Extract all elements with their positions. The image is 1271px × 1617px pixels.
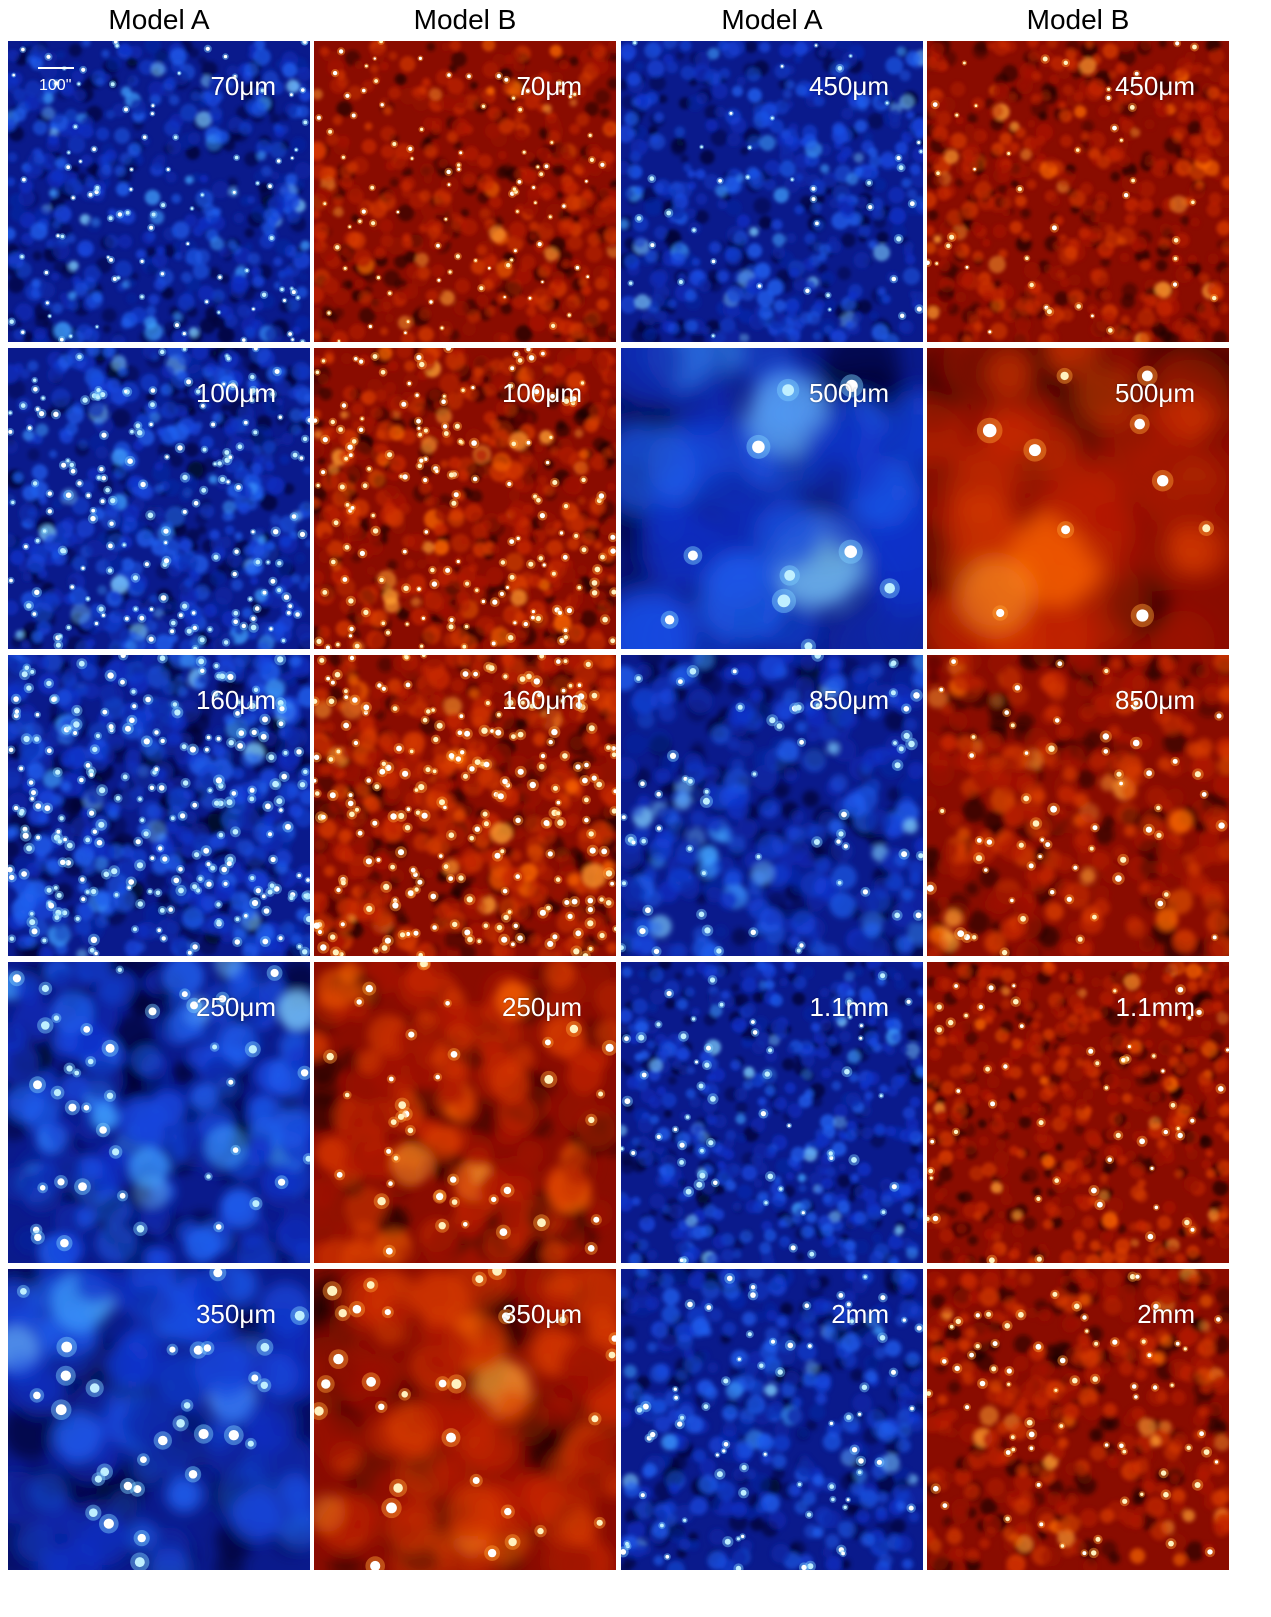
sky-map-image (621, 962, 923, 1263)
band-label: 450μm (1114, 71, 1195, 101)
sky-map-image (314, 655, 616, 956)
band-label: 250μm (501, 992, 582, 1022)
sky-map-image (927, 962, 1229, 1263)
scale-bar (38, 67, 74, 69)
band-label: 100μm (195, 378, 276, 408)
sky-map-panel: 2mm (621, 1269, 923, 1570)
band-label: 350μm (501, 1299, 582, 1329)
sky-map-image (8, 1269, 310, 1570)
sky-map-image (621, 655, 923, 956)
band-label: 160μm (195, 685, 276, 715)
sky-map-image (927, 348, 1229, 649)
band-label: 70μm (516, 71, 582, 101)
band-label: 850μm (808, 685, 889, 715)
sky-map-panel: 1.1mm (621, 962, 923, 1263)
band-label: 500μm (1114, 378, 1195, 408)
sky-map-panel: 70μm 100" (8, 41, 310, 342)
band-label: 850μm (1114, 685, 1195, 715)
sky-map-image (8, 348, 310, 649)
sky-map-panel: 850μm (621, 655, 923, 956)
sky-map-panel: 1.1mm (927, 962, 1229, 1263)
sky-map-image (314, 41, 616, 342)
sky-map-panel: 500μm (621, 348, 923, 649)
sky-map-image (621, 41, 923, 342)
band-label: 450μm (808, 71, 889, 101)
sky-map-panel: 450μm (621, 41, 923, 342)
scale-bar-label: 100" (39, 77, 72, 94)
sky-map-panel: 160μm (314, 655, 616, 956)
column-header-2: Model B (413, 4, 517, 35)
sky-map-image (314, 1269, 616, 1570)
sky-map-panel: 160μm (8, 655, 310, 956)
band-label: 2mm (831, 1299, 889, 1329)
sky-map-panel: 250μm (8, 962, 310, 1263)
sky-map-image (8, 41, 310, 342)
sky-map-image (314, 962, 616, 1263)
column-header-1: Model A (108, 4, 210, 35)
sky-map-panel: 250μm (314, 962, 616, 1263)
band-label: 500μm (808, 378, 889, 408)
sky-map-image (8, 655, 310, 956)
sky-map-image (621, 348, 923, 649)
sky-map-image (927, 41, 1229, 342)
sky-map-panel: 850μm (927, 655, 1229, 956)
band-label: 70μm (210, 71, 276, 101)
sky-map-image (8, 962, 310, 1263)
sky-map-image (927, 655, 1229, 956)
band-label: 100μm (501, 378, 582, 408)
sky-map-panel: 100μm (8, 348, 310, 649)
band-label: 2mm (1137, 1299, 1195, 1329)
column-header-4: Model B (1026, 4, 1130, 35)
band-label: 250μm (195, 992, 276, 1022)
sky-map-panel: 350μm (8, 1269, 310, 1570)
sky-map-image (927, 1269, 1229, 1570)
sky-map-panel: 70μm (314, 41, 616, 342)
band-label: 160μm (501, 685, 582, 715)
band-label: 1.1mm (1115, 992, 1195, 1022)
sky-map-image (621, 1269, 923, 1570)
sky-map-panel: 450μm (927, 41, 1229, 342)
sky-map-panel: 500μm (927, 348, 1229, 649)
band-label: 350μm (195, 1299, 276, 1329)
sky-map-panel: 100μm (314, 348, 616, 649)
band-label: 1.1mm (809, 992, 889, 1022)
sky-map-panel: 350μm (314, 1269, 616, 1570)
sky-map-image (314, 348, 616, 649)
column-header-3: Model A (721, 4, 823, 35)
sky-map-panel: 2mm (927, 1269, 1229, 1570)
